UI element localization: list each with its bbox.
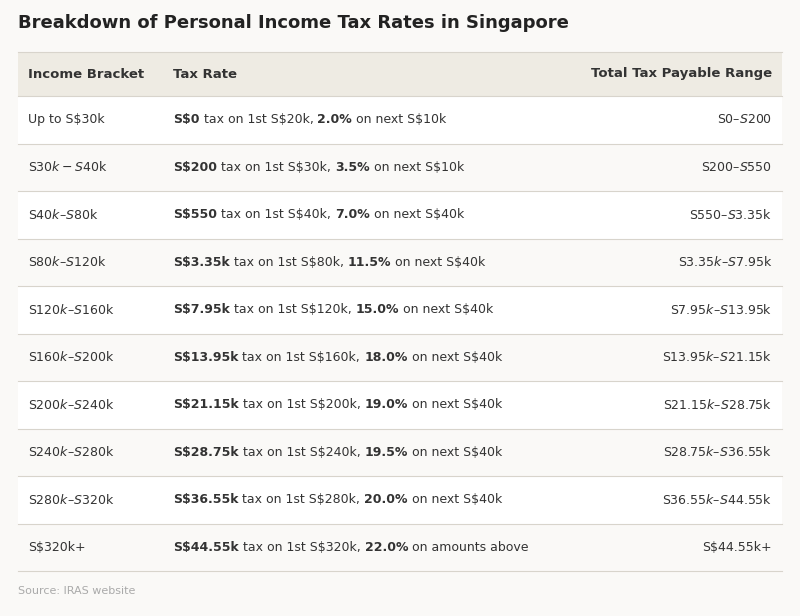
Text: Total Tax Payable Range: Total Tax Payable Range <box>591 68 772 81</box>
Text: S$240k–S$280k: S$240k–S$280k <box>28 445 114 460</box>
Text: tax on 1st S$20k,: tax on 1st S$20k, <box>199 113 318 126</box>
Text: on next S$10k: on next S$10k <box>370 161 464 174</box>
Bar <box>18 191 782 238</box>
Text: S$200k–S$240k: S$200k–S$240k <box>28 398 114 411</box>
Text: tax on 1st S$200k,: tax on 1st S$200k, <box>238 399 365 411</box>
Text: Source: IRAS website: Source: IRAS website <box>18 586 135 596</box>
Bar <box>18 333 782 381</box>
Text: S$21.15k–S$28.75k: S$21.15k–S$28.75k <box>663 398 772 411</box>
Text: on next S$40k: on next S$40k <box>370 208 464 221</box>
Text: S$280k–S$320k: S$280k–S$320k <box>28 493 114 507</box>
Text: Tax Rate: Tax Rate <box>173 68 237 81</box>
Text: tax on 1st S$120k,: tax on 1st S$120k, <box>230 303 356 316</box>
Text: S$3.35k: S$3.35k <box>173 256 230 269</box>
Text: Breakdown of Personal Income Tax Rates in Singapore: Breakdown of Personal Income Tax Rates i… <box>18 14 569 32</box>
Text: 11.5%: 11.5% <box>348 256 391 269</box>
Bar <box>18 381 782 429</box>
Text: tax on 1st S$280k,: tax on 1st S$280k, <box>238 493 364 506</box>
Text: 18.0%: 18.0% <box>364 351 408 364</box>
Text: S$44.55k: S$44.55k <box>173 541 238 554</box>
Text: S$21.15k: S$21.15k <box>173 399 238 411</box>
Text: S$36.55k–S$44.55k: S$36.55k–S$44.55k <box>662 493 772 507</box>
Text: on next S$40k: on next S$40k <box>399 303 494 316</box>
Text: S$120k–S$160k: S$120k–S$160k <box>28 302 114 317</box>
Text: S$160k–S$200k: S$160k–S$200k <box>28 351 114 364</box>
Text: on next S$40k: on next S$40k <box>391 256 486 269</box>
Text: on next S$10k: on next S$10k <box>352 113 446 126</box>
Text: S$13.95k: S$13.95k <box>173 351 238 364</box>
Text: tax on 1st S$30k,: tax on 1st S$30k, <box>217 161 335 174</box>
Text: S$13.95k–S$21.15k: S$13.95k–S$21.15k <box>662 351 772 364</box>
Text: tax on 1st S$160k,: tax on 1st S$160k, <box>238 351 364 364</box>
Text: Up to S$30k: Up to S$30k <box>28 113 105 126</box>
Text: S$200–S$550: S$200–S$550 <box>701 161 772 174</box>
Text: 22.0%: 22.0% <box>365 541 408 554</box>
Text: Income Bracket: Income Bracket <box>28 68 144 81</box>
Bar <box>18 429 782 476</box>
Text: S$3.35k–S$7.95k: S$3.35k–S$7.95k <box>678 255 772 269</box>
Text: 20.0%: 20.0% <box>364 493 408 506</box>
Text: 7.0%: 7.0% <box>335 208 370 221</box>
Text: S$80k–S$120k: S$80k–S$120k <box>28 255 106 269</box>
Bar <box>18 238 782 286</box>
Text: on next S$40k: on next S$40k <box>408 446 502 459</box>
Text: tax on 1st S$240k,: tax on 1st S$240k, <box>238 446 364 459</box>
Text: S$36.55k: S$36.55k <box>173 493 238 506</box>
Text: S$7.95k–S$13.95k: S$7.95k–S$13.95k <box>670 302 772 317</box>
Text: on next S$40k: on next S$40k <box>408 351 502 364</box>
Bar <box>18 144 782 191</box>
Text: on amounts above: on amounts above <box>408 541 529 554</box>
Text: S$7.95k: S$7.95k <box>173 303 230 316</box>
Text: on next S$40k: on next S$40k <box>408 493 502 506</box>
Text: 3.5%: 3.5% <box>335 161 370 174</box>
Text: S$550–S$3.35k: S$550–S$3.35k <box>689 208 772 222</box>
Bar <box>18 286 782 333</box>
Text: S$0: S$0 <box>173 113 199 126</box>
Text: tax on 1st S$80k,: tax on 1st S$80k, <box>230 256 348 269</box>
Text: on next S$40k: on next S$40k <box>408 399 502 411</box>
Text: 15.0%: 15.0% <box>356 303 399 316</box>
Text: tax on 1st S$40k,: tax on 1st S$40k, <box>217 208 335 221</box>
Text: S$200: S$200 <box>173 161 217 174</box>
Text: S$550: S$550 <box>173 208 217 221</box>
Text: S$28.75k: S$28.75k <box>173 446 238 459</box>
Bar <box>18 476 782 524</box>
Text: S$28.75k–S$36.55k: S$28.75k–S$36.55k <box>663 445 772 460</box>
Text: S$320k+: S$320k+ <box>28 541 86 554</box>
Bar <box>18 96 782 144</box>
Text: S$30k-S$40k: S$30k-S$40k <box>28 160 107 174</box>
Text: tax on 1st S$320k,: tax on 1st S$320k, <box>238 541 365 554</box>
Text: S$40k–S$80k: S$40k–S$80k <box>28 208 98 222</box>
Text: S$0–S$200: S$0–S$200 <box>717 113 772 126</box>
Text: S$44.55k+: S$44.55k+ <box>702 541 772 554</box>
Text: 2.0%: 2.0% <box>318 113 352 126</box>
Bar <box>18 52 782 96</box>
Text: 19.5%: 19.5% <box>364 446 408 459</box>
Bar <box>18 524 782 571</box>
Text: 19.0%: 19.0% <box>365 399 408 411</box>
